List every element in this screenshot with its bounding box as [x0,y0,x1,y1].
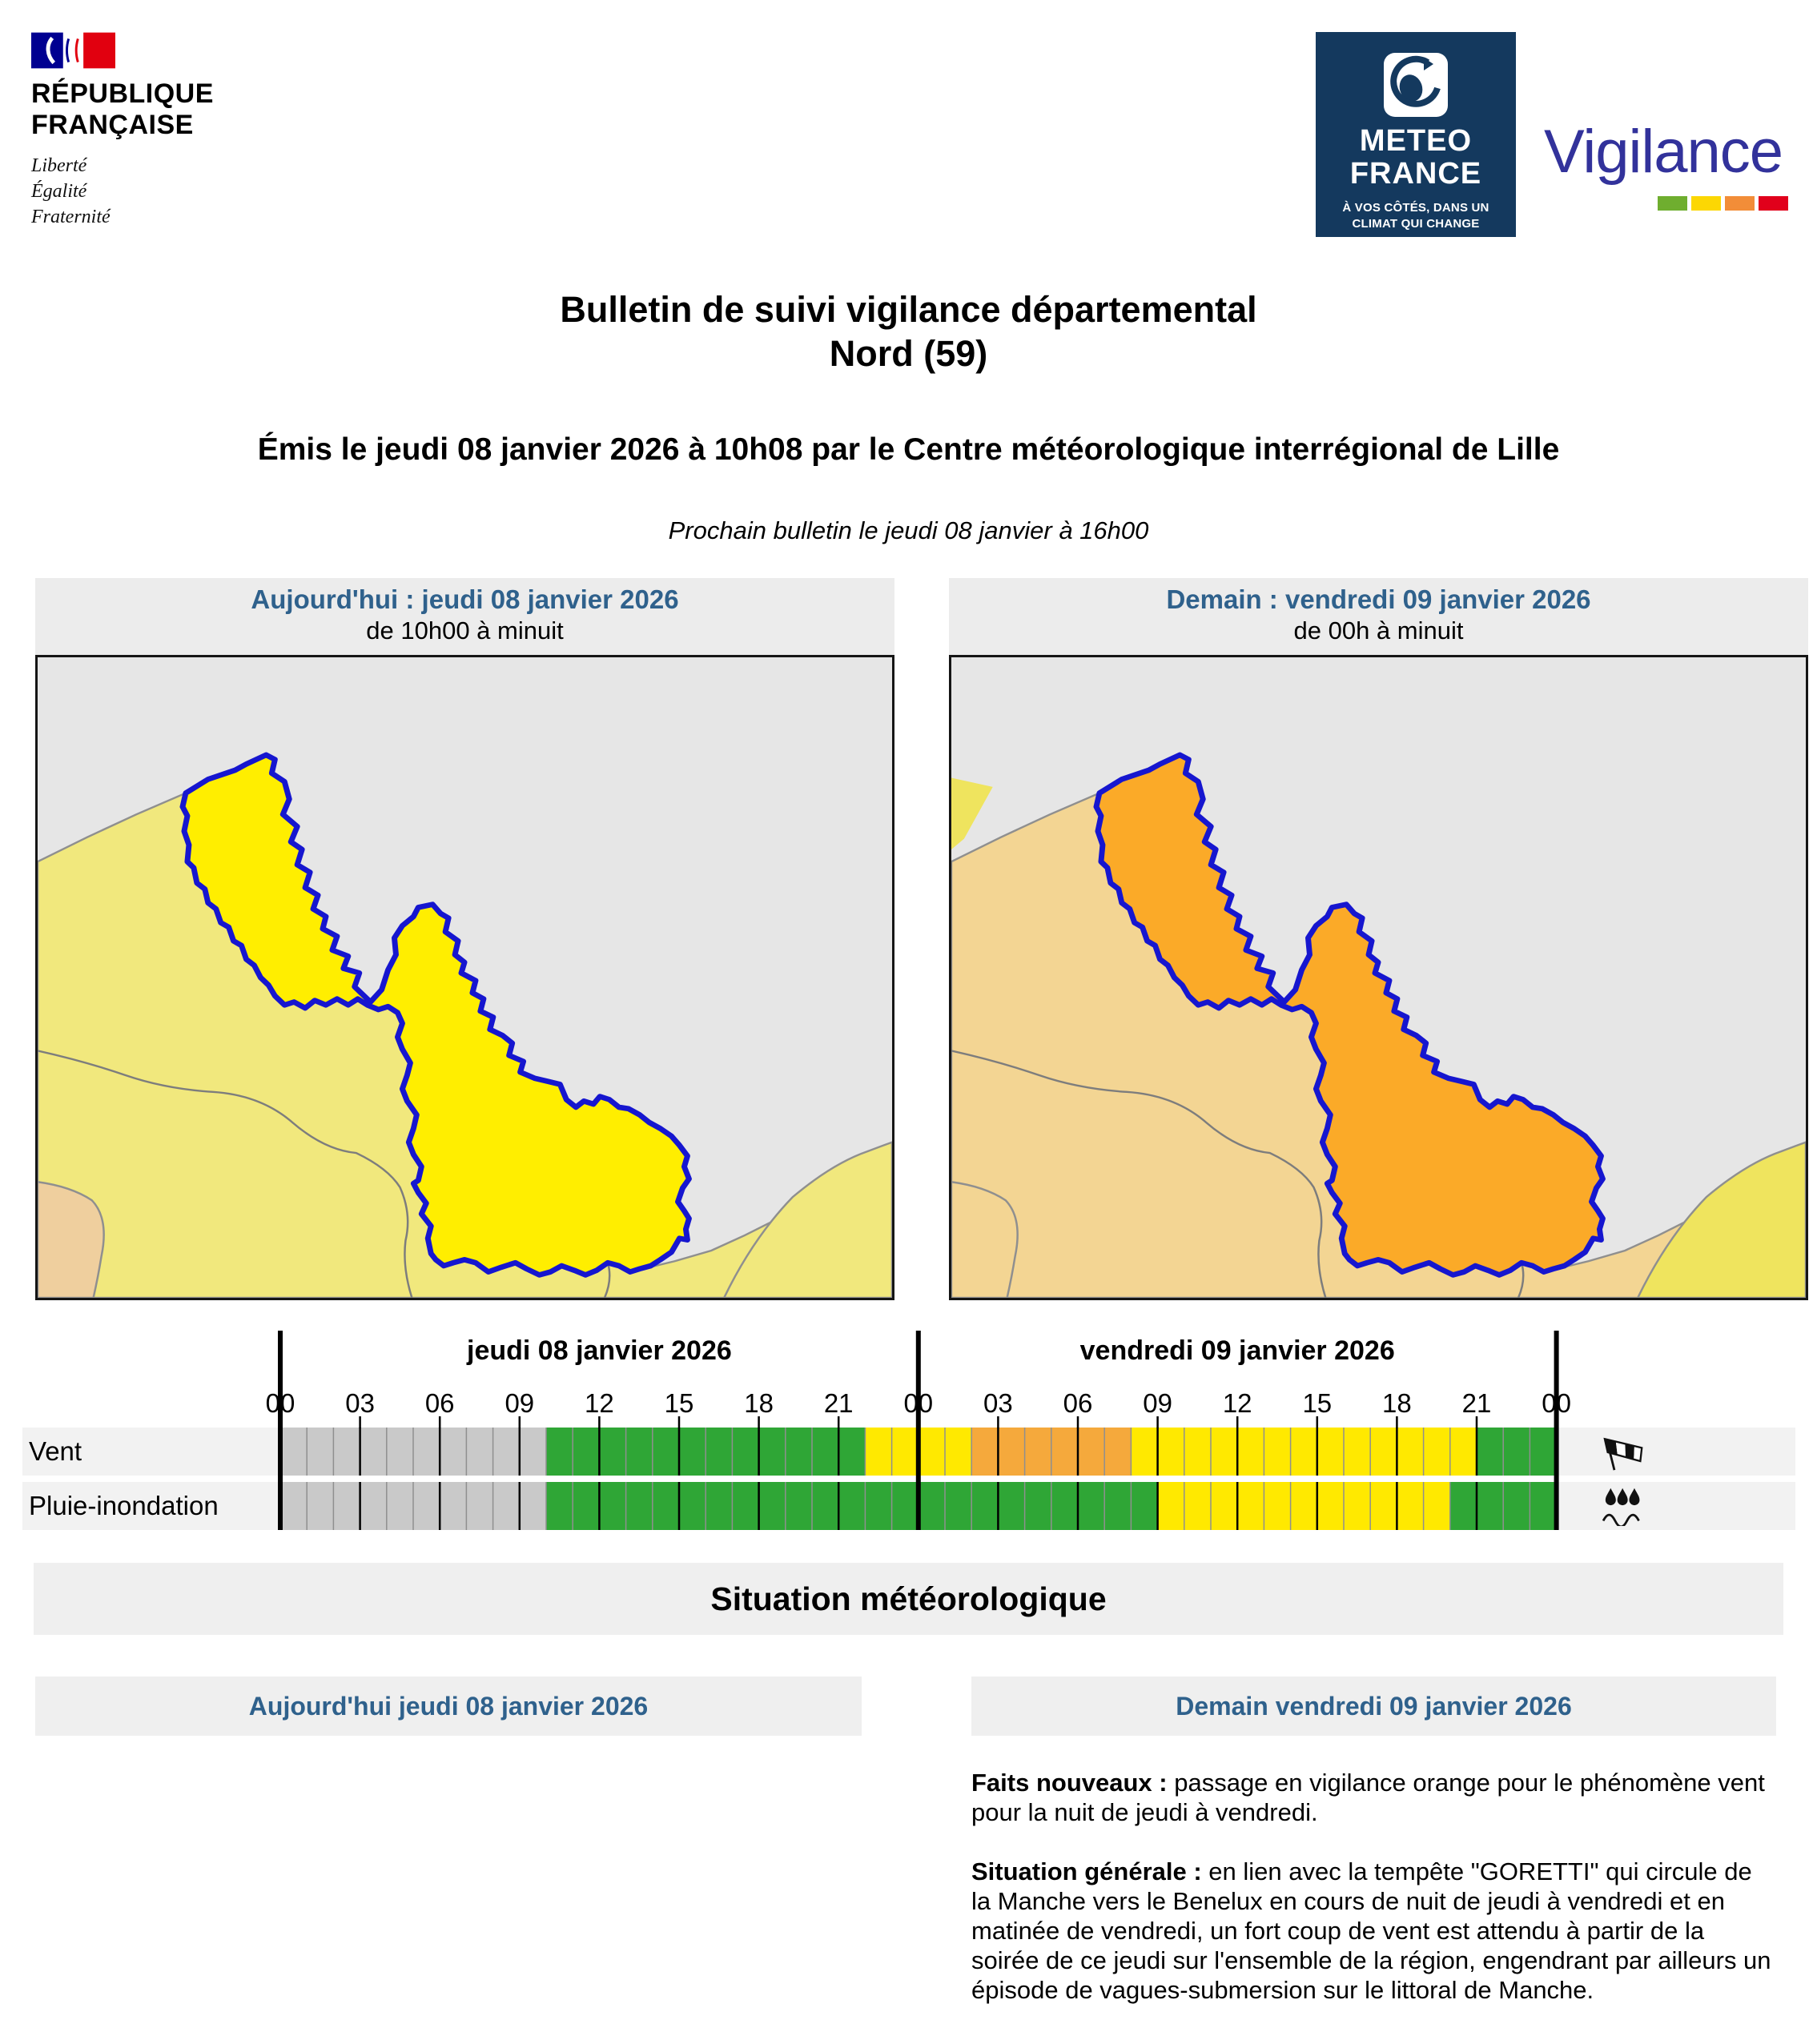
svg-text:jeudi 08 janvier 2026: jeudi 08 janvier 2026 [466,1335,732,1366]
motto-egalite: Égalité [31,180,87,202]
map-panel-tomorrow-header: Demain : vendredi 09 janvier 2026 de 00h… [949,578,1808,655]
svg-text:12: 12 [1223,1388,1252,1418]
paragraph-text: passage en vigilance orange pour le phén… [971,1769,1765,1826]
svg-text:18: 18 [744,1388,774,1418]
mf-tagline-line1: À VOS CÔTÉS, DANS UN [1342,201,1489,215]
svg-text:06: 06 [425,1388,455,1418]
svg-text:09: 09 [1143,1388,1172,1418]
vigilance-bar-orange [1725,196,1755,211]
situation-tomorrow-text: Faits nouveaux : passage en vigilance or… [971,1768,1774,2034]
map-tomorrow-svg [951,657,1806,1298]
map-tomorrow-subtitle: de 00h à minuit [1293,616,1464,645]
situation-heading: Situation météorologique [34,1563,1783,1635]
vigilance-bar-red [1759,196,1788,211]
meteo-france-cyclone-icon [1384,53,1448,117]
republic-line1: RÉPUBLIQUE [31,78,214,109]
svg-text:Vent: Vent [29,1436,82,1466]
mf-tagline-line2: CLIMAT QUI CHANGE [1352,216,1480,231]
page-title: Bulletin de suivi vigilance départementa… [0,288,1817,376]
mf-name-line1: METEO [1359,124,1473,158]
motto-fraternite: Fraternité [31,206,111,227]
svg-text:06: 06 [1063,1388,1093,1418]
republic-wordmark: RÉPUBLIQUE FRANÇAISE [31,78,368,141]
paragraph-label: Faits nouveaux : [971,1769,1168,1797]
map-tomorrow [949,655,1808,1300]
svg-text:vendredi 09 janvier 2026: vendredi 09 janvier 2026 [1080,1335,1395,1366]
svg-text:03: 03 [983,1388,1013,1418]
situation-tomorrow-heading: Demain vendredi 09 janvier 2026 [971,1677,1776,1736]
paragraph-label: Situation générale : [971,1857,1202,1885]
svg-text:21: 21 [824,1388,854,1418]
mf-name-line2: FRANCE [1349,157,1482,191]
republique-francaise-logo: RÉPUBLIQUE FRANÇAISE Liberté Égalité Fra… [31,32,368,230]
svg-text:Pluie-inondation: Pluie-inondation [29,1491,219,1520]
situation-today-heading: Aujourd'hui jeudi 08 janvier 2026 [35,1677,862,1736]
page-title-line2: Nord (59) [829,332,988,374]
map-panel-today-header: Aujourd'hui : jeudi 08 janvier 2026 de 1… [35,578,894,655]
svg-text:03: 03 [345,1388,375,1418]
map-today-title: Aujourd'hui : jeudi 08 janvier 2026 [251,584,679,614]
svg-text:09: 09 [504,1388,534,1418]
svg-text:12: 12 [585,1388,614,1418]
republic-line2: FRANÇAISE [31,110,194,141]
motto-liberte: Liberté [31,155,87,177]
vigilance-logo: Vigilance [1544,117,1812,211]
vigilance-color-scale [1658,196,1812,211]
vigilance-bar-green [1658,196,1687,211]
map-today [35,655,894,1300]
meteo-france-name: METEO FRANCE [1349,124,1482,191]
meteo-france-logo: METEO FRANCE À VOS CÔTÉS, DANS UN CLIMAT… [1316,32,1516,237]
map-tomorrow-title: Demain : vendredi 09 janvier 2026 [1166,584,1591,614]
map-today-subtitle: de 10h00 à minuit [366,616,564,645]
vigilance-bar-yellow [1691,196,1721,211]
svg-text:15: 15 [1302,1388,1332,1418]
next-bulletin-line: Prochain bulletin le jeudi 08 janvier à … [668,516,1149,544]
map-panel-tomorrow: Demain : vendredi 09 janvier 2026 de 00h… [949,578,1808,1300]
paragraph-situation-generale: Situation générale : en lien avec la tem… [971,1857,1774,2005]
svg-text:21: 21 [1462,1388,1492,1418]
vigilance-timeline: jeudi 08 janvier 2026 vendredi 09 janvier… [22,1331,1795,1530]
map-panel-today: Aujourd'hui : jeudi 08 janvier 2026 de 1… [35,578,894,1300]
meteo-france-tagline: À VOS CÔTÉS, DANS UN CLIMAT QUI CHANGE [1342,200,1489,231]
svg-text:18: 18 [1382,1388,1412,1418]
republic-motto: Liberté Égalité Fraternité [31,154,368,230]
issued-line: Émis le jeudi 08 janvier 2026 à 10h08 pa… [257,432,1560,467]
svg-text:15: 15 [665,1388,694,1418]
french-flag-icon [31,32,115,69]
map-today-svg [38,657,892,1298]
paragraph-text: en lien avec la tempête "GORETTI" qui ci… [971,1857,1771,2004]
page-title-line1: Bulletin de suivi vigilance départementa… [560,289,1257,330]
vigilance-wordmark: Vigilance [1544,118,1783,186]
paragraph-faits-nouveaux: Faits nouveaux : passage en vigilance or… [971,1768,1774,1827]
